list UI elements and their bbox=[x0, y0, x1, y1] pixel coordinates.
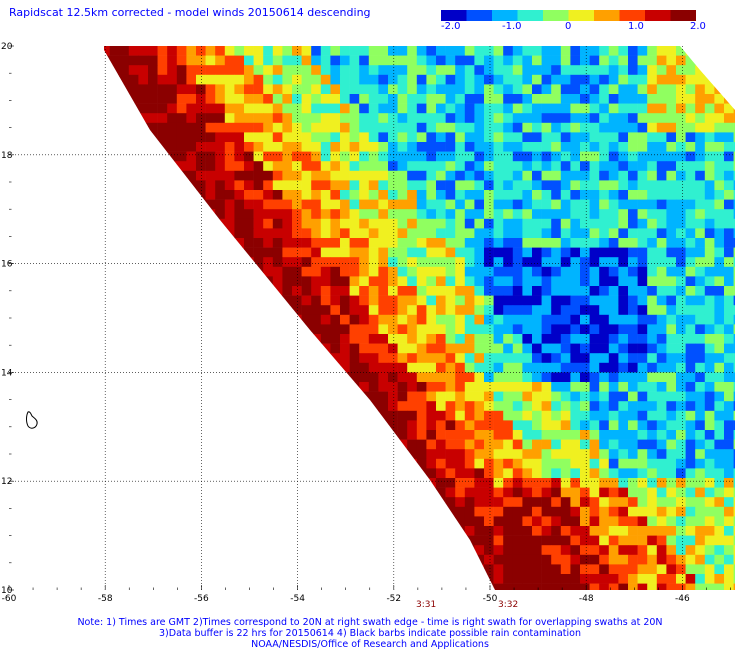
longitude-label: -54 bbox=[290, 594, 305, 604]
colorbar-swatch bbox=[645, 10, 671, 21]
swath-time-label: 3:31 bbox=[416, 600, 437, 610]
swath-time-label: 3:32 bbox=[498, 600, 519, 610]
colorbar-swatch bbox=[492, 10, 518, 21]
latitude-labels: 20 18 16 14 12 10 bbox=[1, 42, 13, 596]
longitude-label: -46 bbox=[675, 594, 690, 604]
colorbar-swatch bbox=[466, 10, 493, 21]
latitude-label: 14 bbox=[1, 368, 13, 378]
colorbar-swatch bbox=[619, 10, 646, 21]
colorbar-tick-label: 2.0 bbox=[690, 21, 706, 32]
colorbar-swatch bbox=[517, 10, 544, 21]
longitude-label: -58 bbox=[98, 594, 113, 604]
colorbar-tick-label: -2.0 bbox=[441, 21, 461, 32]
longitude-labels: -60 -58 -56 -54 -52 -50 -48 -46 bbox=[2, 594, 690, 604]
axis-ticks bbox=[8, 45, 731, 591]
colorbar-swatch bbox=[568, 10, 595, 21]
colorbar-tick-label: -1.0 bbox=[502, 21, 522, 32]
longitude-label: -56 bbox=[194, 594, 209, 604]
latitude-label: 10 bbox=[1, 586, 13, 596]
colorbar-swatch bbox=[670, 10, 696, 21]
latitude-label: 12 bbox=[1, 477, 12, 487]
colorbar-swatch bbox=[441, 10, 467, 21]
footer-note-line-2: 3)Data buffer is 22 hrs for 20150614 4) … bbox=[159, 628, 581, 639]
colorbar-tick-label: 1.0 bbox=[628, 21, 644, 32]
longitude-label: -60 bbox=[2, 594, 17, 604]
colorbar bbox=[441, 10, 696, 21]
footer-credit: NOAA/NESDIS/Office of Research and Appli… bbox=[251, 639, 489, 650]
island-outline-icon bbox=[26, 411, 38, 429]
longitude-label: -50 bbox=[483, 594, 498, 604]
latitude-label: 16 bbox=[1, 260, 13, 270]
latitude-label: 18 bbox=[1, 151, 13, 161]
colorbar-tick-label: 0 bbox=[565, 21, 572, 32]
longitude-label: -48 bbox=[579, 594, 594, 604]
latitude-label: 20 bbox=[1, 42, 13, 52]
footer-note-line-1: Note: 1) Times are GMT 2)Times correspon… bbox=[77, 617, 663, 628]
longitude-label: -52 bbox=[386, 594, 401, 604]
lat-lon-grid bbox=[9, 46, 735, 590]
colorbar-swatch bbox=[543, 10, 569, 21]
map-title: Rapidscat 12.5km corrected - model winds… bbox=[9, 6, 371, 19]
colorbar-swatch bbox=[594, 10, 620, 21]
